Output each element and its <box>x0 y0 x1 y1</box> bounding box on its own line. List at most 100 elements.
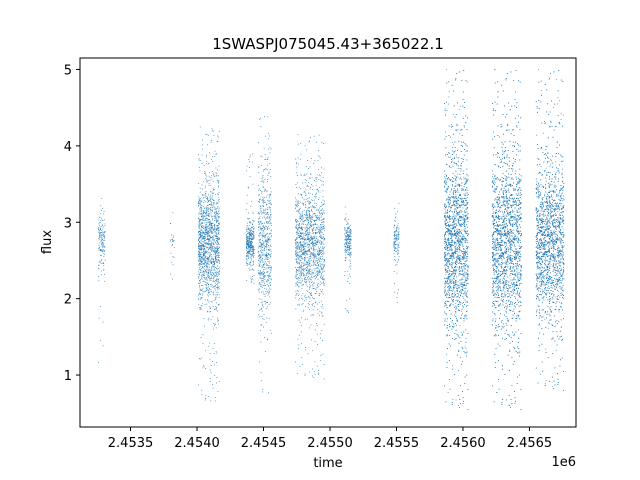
data-point <box>205 213 206 215</box>
data-point <box>317 262 318 264</box>
data-point <box>216 273 218 275</box>
data-point <box>262 305 263 307</box>
data-point <box>204 255 206 256</box>
data-point <box>249 245 250 247</box>
data-point <box>206 199 208 200</box>
data-point <box>306 210 307 212</box>
data-point <box>245 237 247 238</box>
data-point <box>317 249 319 251</box>
data-point <box>312 288 314 289</box>
data-point <box>248 246 250 248</box>
data-point <box>396 227 398 229</box>
data-point <box>218 165 220 167</box>
data-point <box>216 251 218 253</box>
data-point <box>393 259 395 261</box>
data-point <box>197 239 199 241</box>
data-point <box>214 249 216 251</box>
data-point <box>205 208 207 210</box>
data-point <box>397 225 399 227</box>
data-point <box>207 230 209 232</box>
data-point <box>295 283 297 285</box>
data-point <box>213 225 215 226</box>
data-point <box>303 243 305 245</box>
data-point <box>395 239 397 241</box>
data-point <box>212 233 214 234</box>
data-point <box>302 227 304 228</box>
data-point <box>267 277 269 279</box>
data-point <box>102 228 104 230</box>
data-point <box>300 232 302 234</box>
data-point <box>345 235 347 237</box>
data-point <box>198 201 200 203</box>
data-point <box>100 205 102 207</box>
data-point <box>349 238 351 240</box>
data-point <box>322 242 324 244</box>
data-point <box>300 250 301 252</box>
data-point <box>210 261 212 263</box>
data-point <box>215 175 217 177</box>
data-point <box>270 225 272 226</box>
data-point <box>348 259 350 261</box>
data-point <box>302 246 304 248</box>
data-point <box>249 228 251 230</box>
data-point <box>208 295 209 297</box>
data-point <box>319 187 321 188</box>
data-point <box>202 255 204 256</box>
data-point <box>258 272 260 274</box>
data-point <box>204 236 206 238</box>
data-point <box>215 257 216 259</box>
data-point <box>209 172 211 173</box>
data-point <box>312 285 314 287</box>
data-point <box>344 248 346 250</box>
data-point <box>311 226 313 227</box>
data-point <box>200 207 202 209</box>
data-point <box>246 247 247 249</box>
data-point <box>303 280 305 282</box>
data-point <box>300 142 302 144</box>
data-point <box>212 190 214 192</box>
data-point <box>318 294 320 296</box>
data-point <box>252 236 254 238</box>
data-point <box>321 273 323 275</box>
data-point <box>207 276 209 278</box>
data-point <box>217 391 219 392</box>
data-point <box>201 223 203 225</box>
data-point <box>261 178 263 179</box>
data-point <box>260 257 262 259</box>
data-point <box>266 317 268 319</box>
data-point <box>323 234 324 235</box>
data-point <box>261 315 263 317</box>
data-point <box>345 246 347 247</box>
data-point <box>260 210 262 212</box>
data-point <box>303 274 305 276</box>
data-point <box>200 245 202 247</box>
data-point <box>209 200 210 202</box>
data-point <box>321 278 322 280</box>
data-point <box>267 207 269 209</box>
data-point <box>311 238 312 240</box>
data-point <box>217 287 219 289</box>
data-point <box>201 244 203 245</box>
data-point <box>348 247 350 248</box>
data-point <box>200 260 202 262</box>
data-point <box>322 293 324 295</box>
data-point <box>321 306 323 308</box>
data-point <box>214 226 215 228</box>
data-point <box>295 285 297 287</box>
data-point <box>253 236 255 238</box>
data-point <box>246 244 248 246</box>
data-point <box>309 226 310 228</box>
data-point <box>307 250 309 252</box>
data-point <box>213 343 215 345</box>
data-point <box>313 232 315 234</box>
data-point <box>205 291 207 293</box>
data-point <box>306 273 308 274</box>
data-point <box>261 237 263 239</box>
data-point <box>259 285 261 287</box>
data-point <box>312 350 314 352</box>
data-point <box>309 187 311 188</box>
data-point <box>298 270 300 272</box>
data-point <box>209 234 210 236</box>
data-point <box>320 243 322 245</box>
data-point <box>214 249 216 251</box>
